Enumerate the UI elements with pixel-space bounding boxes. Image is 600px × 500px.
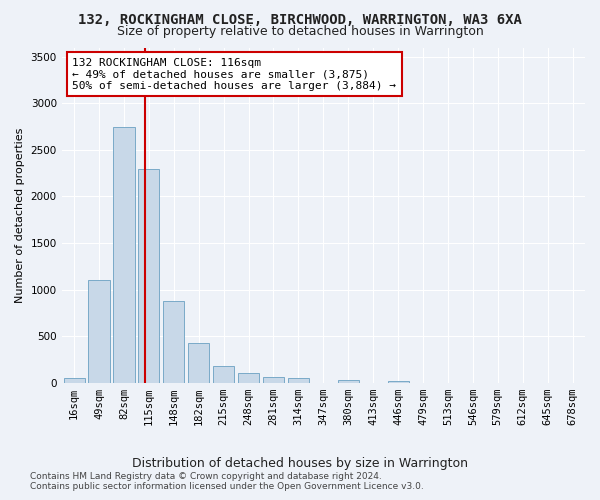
Text: 132, ROCKINGHAM CLOSE, BIRCHWOOD, WARRINGTON, WA3 6XA: 132, ROCKINGHAM CLOSE, BIRCHWOOD, WARRIN… [78,12,522,26]
Bar [88,280,110,382]
Bar [188,342,209,382]
Bar [113,126,134,382]
Text: Size of property relative to detached houses in Warrington: Size of property relative to detached ho… [116,25,484,38]
Bar [138,168,160,382]
Text: Contains HM Land Registry data © Crown copyright and database right 2024.: Contains HM Land Registry data © Crown c… [30,472,382,481]
Bar [388,381,409,382]
Bar [288,378,309,382]
Y-axis label: Number of detached properties: Number of detached properties [15,128,25,303]
Bar [163,300,184,382]
Bar [213,366,234,382]
Text: Contains public sector information licensed under the Open Government Licence v3: Contains public sector information licen… [30,482,424,491]
Bar [338,380,359,382]
Bar [238,373,259,382]
Text: Distribution of detached houses by size in Warrington: Distribution of detached houses by size … [132,458,468,470]
Bar [64,378,85,382]
Bar [263,376,284,382]
Text: 132 ROCKINGHAM CLOSE: 116sqm
← 49% of detached houses are smaller (3,875)
50% of: 132 ROCKINGHAM CLOSE: 116sqm ← 49% of de… [72,58,396,91]
